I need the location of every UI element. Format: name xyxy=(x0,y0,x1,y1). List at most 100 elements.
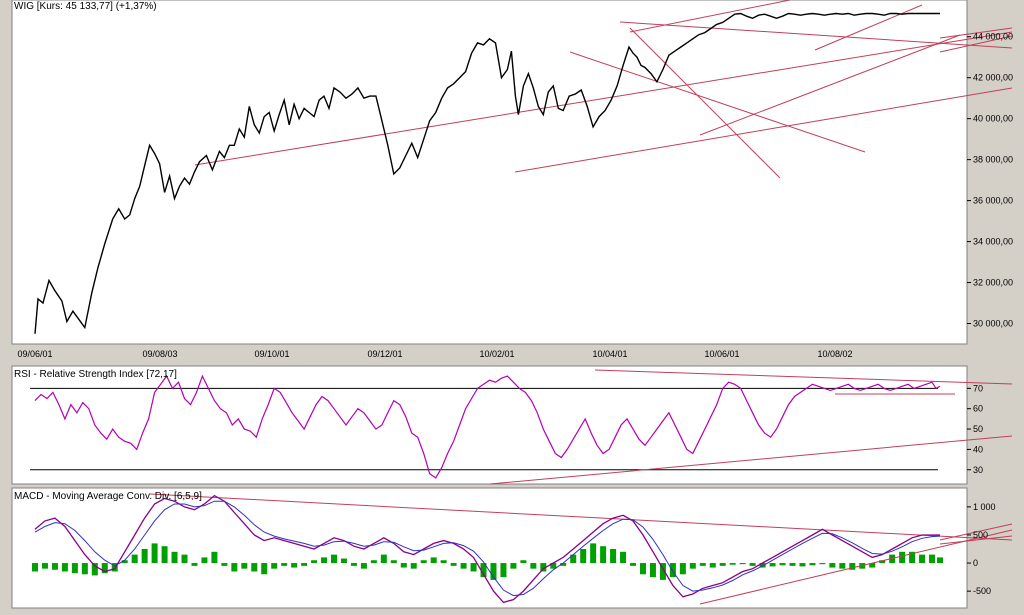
price-trend-line xyxy=(569,51,866,153)
macd-y-ticks: -500 0 500 1 000 xyxy=(967,502,996,596)
histogram-bar xyxy=(311,560,318,564)
rsi-line xyxy=(34,374,941,479)
histogram-bar xyxy=(530,563,537,569)
histogram-bar xyxy=(470,563,477,572)
date-tick-label: 09/06/01 xyxy=(17,349,52,359)
histogram-bar xyxy=(281,563,288,566)
histogram-bar xyxy=(430,557,437,564)
histogram-bar xyxy=(669,563,676,578)
price-y-tick-label: 38 000,00 xyxy=(973,155,1013,165)
histogram-bar xyxy=(869,563,876,568)
histogram-bar xyxy=(689,563,696,569)
histogram-bar xyxy=(121,560,128,564)
histogram-bar xyxy=(141,549,148,564)
histogram-bar xyxy=(81,563,88,575)
histogram-bar xyxy=(350,563,357,566)
histogram-bar xyxy=(929,554,936,564)
histogram-bar xyxy=(540,563,547,572)
rsi-y-tick-label: 30 xyxy=(973,465,983,475)
histogram-bar xyxy=(181,554,188,564)
histogram-bar xyxy=(380,554,387,564)
price-y-tick-label: 44 000,00 xyxy=(973,32,1013,42)
rsi-chart-title: RSI - Relative Strength Index [72,17] xyxy=(14,369,177,380)
rsi-y-tick-label: 40 xyxy=(973,444,983,454)
histogram-bar xyxy=(340,558,347,564)
histogram-bar xyxy=(321,557,328,564)
price-y-tick-label: 36 000,00 xyxy=(973,196,1013,206)
histogram-bar xyxy=(61,563,68,572)
histogram-bar xyxy=(161,546,168,564)
histogram-bar xyxy=(749,563,756,566)
histogram-bar xyxy=(729,563,736,565)
histogram-bar xyxy=(799,563,806,567)
histogram-bar xyxy=(839,563,846,569)
histogram-bar xyxy=(649,563,656,578)
macd-y-tick-label: -500 xyxy=(973,586,991,596)
rsi-y-tick-label: 70 xyxy=(973,383,983,393)
histogram-bar xyxy=(71,563,78,574)
rsi-trend-lines xyxy=(489,369,1013,485)
histogram-bar xyxy=(510,563,517,569)
histogram-bar xyxy=(410,563,417,569)
histogram-bar xyxy=(111,563,118,572)
date-tick-label: 09/10/01 xyxy=(254,349,289,359)
histogram-bar xyxy=(829,563,836,568)
histogram-bar xyxy=(440,560,447,564)
macd-line xyxy=(34,494,940,604)
price-y-tick-label: 40 000,00 xyxy=(973,114,1013,124)
date-tick-label: 10/02/01 xyxy=(479,349,514,359)
macd-y-tick-label: 1 000 xyxy=(973,502,996,512)
macd-chart-title: MACD - Moving Average Conv. Div. [6,5,9] xyxy=(14,491,202,502)
histogram-bar xyxy=(699,563,706,566)
histogram-bar xyxy=(291,563,298,568)
macd-trend-lines xyxy=(149,493,1013,605)
histogram-bar xyxy=(241,563,248,569)
histogram-bar xyxy=(550,563,557,569)
rsi-y-ticks: 30 40 50 60 70 xyxy=(967,383,983,475)
histogram-bar xyxy=(659,563,666,580)
macd-trend-line xyxy=(939,523,1013,541)
macd-histogram xyxy=(32,543,943,580)
histogram-bar xyxy=(191,563,198,566)
histogram-bar xyxy=(909,551,916,564)
histogram-bar xyxy=(251,563,258,572)
date-tick-label: 10/04/01 xyxy=(592,349,627,359)
histogram-bar xyxy=(769,563,776,567)
histogram-bar xyxy=(301,563,308,566)
histogram-bar xyxy=(370,560,377,564)
histogram-bar xyxy=(899,551,906,564)
histogram-bar xyxy=(41,563,48,569)
histogram-bar xyxy=(231,563,238,572)
macd-trend-line xyxy=(699,529,1013,605)
histogram-bar xyxy=(779,563,786,566)
macd-panel xyxy=(11,487,968,609)
histogram-bar xyxy=(580,549,587,564)
histogram-bar xyxy=(151,543,158,564)
histogram-bar xyxy=(709,563,716,568)
histogram-bar xyxy=(271,563,278,569)
price-trend-line xyxy=(514,87,1013,173)
histogram-bar xyxy=(600,546,607,564)
histogram-bar xyxy=(679,563,686,575)
histogram-bar xyxy=(500,563,507,578)
price-line xyxy=(34,12,940,334)
price-chart-title: WIG [Kurs: 45 133,77] (+1,37%) xyxy=(14,1,157,12)
histogram-bar xyxy=(32,563,38,572)
histogram-bar xyxy=(490,563,497,580)
histogram-bar xyxy=(570,554,577,564)
histogram-bar xyxy=(610,549,617,564)
date-x-ticks: 09/06/01 09/08/03 09/10/01 09/12/01 10/02/01… xyxy=(17,349,852,359)
macd-trend-line xyxy=(149,493,1013,541)
price-trend-line xyxy=(629,27,781,179)
histogram-bar xyxy=(520,560,527,564)
histogram-bar xyxy=(390,560,397,564)
histogram-bar xyxy=(759,563,766,568)
price-trend-line xyxy=(939,35,1013,53)
histogram-bar xyxy=(91,563,98,576)
rsi-trend-line xyxy=(594,369,1013,385)
price-y-tick-label: 32 000,00 xyxy=(973,278,1013,288)
price-y-tick-label: 30 000,00 xyxy=(973,319,1013,329)
histogram-bar xyxy=(937,557,943,564)
histogram-bar xyxy=(719,563,726,566)
